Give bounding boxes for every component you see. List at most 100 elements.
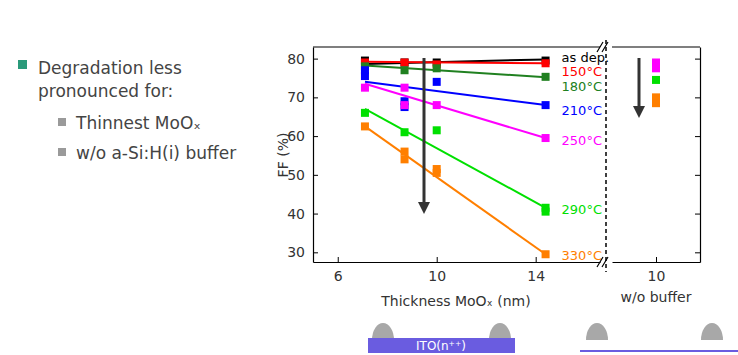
arrow [638,58,641,112]
y-tick-mark [695,59,700,60]
x-tick-label: 10 [428,268,446,284]
y-axis-line [700,48,701,263]
contact-bump [372,323,394,340]
y-tick [695,214,700,215]
y-tick-label: 80 [287,51,305,67]
series-label: 180°C [562,79,602,94]
bullet-text: pronounced for: [38,81,173,101]
data-point [542,208,550,216]
frame-top [313,46,600,47]
y-tick: 50 [287,167,318,183]
data-point [401,58,409,66]
x-tick-label: 14 [527,268,545,284]
x-tick: 6 [334,257,343,284]
fit-line [365,66,546,78]
x-tick-mark [338,257,339,262]
y-axis-title: FF (%) [275,133,291,178]
data-point [401,128,409,136]
data-point [433,101,441,109]
bullet-text: Degradation less [38,58,182,78]
y-tick-mark [313,136,318,137]
fit-line [365,109,546,208]
series-label: 150°C [562,64,602,79]
layer-line [580,350,738,352]
data-point [433,64,441,72]
data-point [433,78,441,86]
y-tick-mark [313,175,318,176]
series-label: as dep. [562,50,610,65]
x-axis-line [314,262,601,263]
y-tick-mark [695,252,700,253]
series-label: 330°C [562,248,602,263]
y-tick: 60 [287,128,318,144]
y-tick-mark [313,252,318,253]
y-tick-mark [695,97,700,98]
x-axis-title: Thickness MoOₓ (nm) [380,293,530,309]
ito-label: ITO(n⁺⁺) [416,339,466,353]
data-point [433,126,441,134]
ito-layer [368,338,515,353]
y-axis: 30 40 50 60 70 80 [287,48,318,263]
y-tick-mark [695,136,700,137]
y-tick: 80 [287,51,318,67]
x-tick: 14 [527,257,545,284]
x-tick-mark [437,257,438,262]
y-axis-right [695,48,701,263]
data-point [361,122,369,130]
y-tick-mark [695,214,700,215]
fit-line [365,126,546,254]
x-tick-mark [656,257,657,262]
plot-area [652,58,660,107]
contact-bump [701,323,723,340]
y-tick [695,175,700,176]
data-point [401,101,409,109]
data-point [401,148,409,156]
y-tick-label: 30 [287,244,305,260]
y-tick [695,97,700,98]
y-tick: 70 [287,89,318,105]
y-tick [695,252,700,253]
data-point [401,66,409,74]
y-tick: 40 [287,206,318,222]
data-point [401,58,409,66]
sub-bullet-text: Thinnest MoOₓ [75,113,201,133]
bullet-square [18,60,27,69]
contact-bump [586,323,608,340]
data-point [542,101,550,109]
y-tick-mark [313,214,318,215]
y-tick-mark [695,175,700,176]
fit-line [365,62,546,64]
series-label: 250°C [562,133,602,148]
y-axis-line [313,48,314,263]
x-tick: 10 [648,257,666,284]
data-point [361,84,369,92]
contact-bump [489,323,511,340]
y-tick-label: 40 [287,206,305,222]
data-point [401,155,409,163]
data-point [542,250,550,258]
x-axis: 6 10 14 [314,257,601,284]
x-tick-label: 6 [334,268,343,284]
x-axis-line [613,262,701,263]
data-point [401,84,409,92]
sub-bullet-text: w/o a-Si:H(i) buffer [76,143,236,163]
data-point [652,76,660,84]
x-axis-title: w/o buffer [621,289,692,305]
sub-bullet-square [58,118,66,126]
plot-area [361,57,550,259]
fit-line [365,84,546,138]
fit-line [365,59,546,64]
y-tick: 30 [287,244,318,260]
data-point [542,73,550,81]
frame-top [612,46,700,47]
data-point [542,134,550,142]
x-tick-mark [536,257,537,262]
y-tick-mark [313,59,318,60]
data-point [652,64,660,72]
series-label: 210°C [562,103,602,118]
x-tick: 10 [428,257,446,284]
data-point [652,99,660,107]
sub-bullet-square [58,148,66,156]
y-tick-label: 70 [287,89,305,105]
data-point [433,169,441,177]
